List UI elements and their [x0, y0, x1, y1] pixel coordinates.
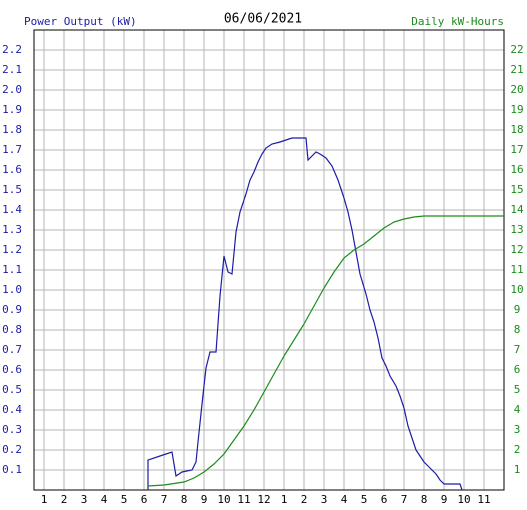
y2-tick-label: 13: [510, 223, 523, 236]
y2-tick-label: 18: [510, 123, 523, 136]
x-tick-label: 4: [101, 493, 108, 506]
y-tick-label: 0.1: [2, 463, 22, 476]
x-tick-label: 9: [441, 493, 448, 506]
y-tick-label: 1.5: [2, 183, 22, 196]
x-tick-label: 8: [181, 493, 188, 506]
y2-tick-label: 21: [510, 63, 523, 76]
y2-tick-label: 14: [510, 203, 524, 216]
y2-tick-label: 1: [514, 463, 521, 476]
y-tick-label: 1.4: [2, 203, 22, 216]
y2-tick-label: 12: [510, 243, 523, 256]
y2-tick-label: 5: [514, 383, 521, 396]
x-tick-label: 12: [257, 493, 270, 506]
y-tick-label: 2.0: [2, 83, 22, 96]
y2-tick-label: 16: [510, 163, 523, 176]
y-tick-label: 0.8: [2, 323, 22, 336]
y-tick-label: 1.8: [2, 123, 22, 136]
x-tick-label: 2: [301, 493, 308, 506]
y-tick-label: 0.6: [2, 363, 22, 376]
x-tick-label: 5: [361, 493, 368, 506]
y-tick-label: 1.2: [2, 243, 22, 256]
x-tick-label: 1: [41, 493, 48, 506]
x-tick-label: 10: [457, 493, 470, 506]
x-tick-label: 3: [81, 493, 88, 506]
x-tick-label: 6: [141, 493, 148, 506]
y-tick-label: 0.5: [2, 383, 22, 396]
x-tick-label: 1: [281, 493, 288, 506]
y-tick-label: 0.7: [2, 343, 22, 356]
x-tick-label: 2: [61, 493, 68, 506]
y-tick-label: 0.3: [2, 423, 22, 436]
x-tick-label: 10: [217, 493, 230, 506]
plot-border: [33, 29, 505, 491]
y2-tick-label: 17: [510, 143, 523, 156]
y-tick-label: 1.6: [2, 163, 22, 176]
y2-tick-label: 3: [514, 423, 521, 436]
x-tick-label: 7: [161, 493, 168, 506]
x-tick-label: 7: [401, 493, 408, 506]
y-tick-label: 0.9: [2, 303, 22, 316]
y-tick-label: 2.1: [2, 63, 22, 76]
y-tick-label: 1.0: [2, 283, 22, 296]
y2-tick-label: 4: [514, 403, 521, 416]
y-axis-title: Power Output (kW): [24, 15, 137, 28]
x-tick-label: 3: [321, 493, 328, 506]
y2-tick-label: 6: [514, 363, 521, 376]
y2-tick-label: 19: [510, 103, 523, 116]
y-tick-label: 1.7: [2, 143, 22, 156]
x-tick-label: 9: [201, 493, 208, 506]
y2-tick-label: 7: [514, 343, 521, 356]
y-tick-label: 1.3: [2, 223, 22, 236]
y2-tick-label: 15: [510, 183, 523, 196]
x-tick-label: 6: [381, 493, 388, 506]
series-line: [147, 137, 463, 491]
x-tick-label: 11: [237, 493, 250, 506]
y2-axis-title: Daily kW-Hours: [411, 15, 504, 28]
y-tick-label: 0.4: [2, 403, 22, 416]
chart-title: 06/06/2021: [224, 12, 302, 27]
y2-tick-label: 20: [510, 83, 523, 96]
x-tick-label: 4: [341, 493, 348, 506]
y-tick-label: 1.1: [2, 263, 22, 276]
x-tick-label: 5: [121, 493, 128, 506]
y2-tick-label: 9: [514, 303, 521, 316]
y2-tick-label: 11: [510, 263, 523, 276]
x-tick-label: 8: [421, 493, 428, 506]
y-tick-label: 0.2: [2, 443, 22, 456]
y-tick-label: 2.2: [2, 43, 22, 56]
y2-tick-label: 22: [510, 43, 523, 56]
y-tick-label: 1.9: [2, 103, 22, 116]
y2-tick-label: 2: [514, 443, 521, 456]
series-line: [147, 215, 504, 487]
x-tick-label: 11: [477, 493, 490, 506]
y2-tick-label: 10: [510, 283, 523, 296]
y2-tick-label: 8: [514, 323, 521, 336]
